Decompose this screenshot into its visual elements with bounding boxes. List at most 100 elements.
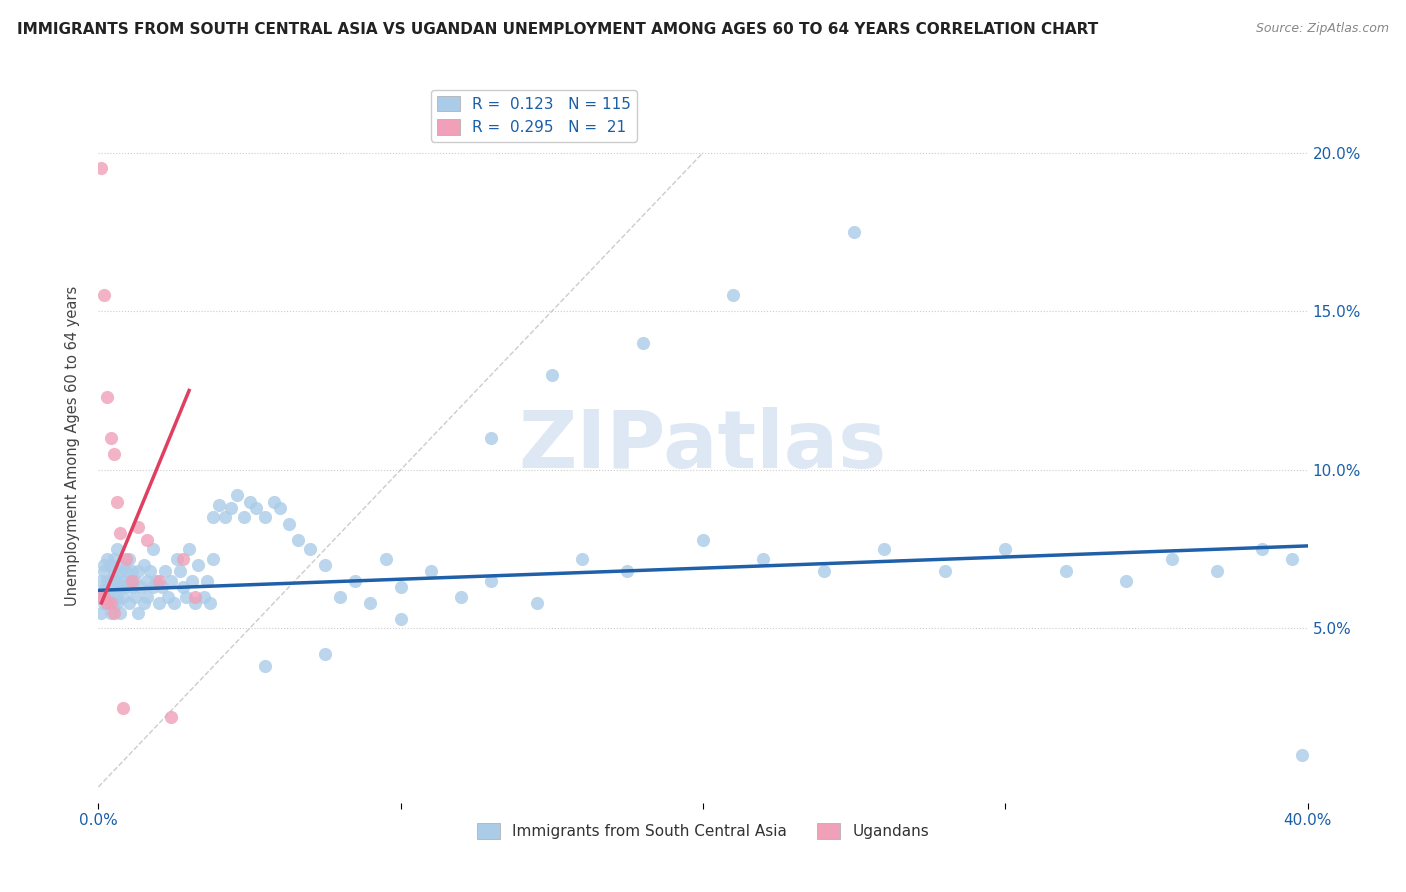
Point xyxy=(723,288,745,302)
Point xyxy=(232,510,254,524)
Point xyxy=(108,580,131,594)
Point xyxy=(100,574,122,588)
Point xyxy=(139,564,162,578)
Point xyxy=(132,596,155,610)
Point xyxy=(96,390,118,404)
Point xyxy=(287,533,309,547)
Point xyxy=(105,542,128,557)
Point xyxy=(934,564,956,578)
Point xyxy=(90,606,112,620)
Point xyxy=(103,606,125,620)
Point xyxy=(118,596,141,610)
Point xyxy=(214,510,236,524)
Point xyxy=(481,431,503,445)
Point xyxy=(450,590,472,604)
Point xyxy=(100,431,122,445)
Legend: Immigrants from South Central Asia, Ugandans: Immigrants from South Central Asia, Ugan… xyxy=(471,817,935,845)
Point xyxy=(105,574,128,588)
Point xyxy=(187,558,209,572)
Point xyxy=(163,596,186,610)
Point xyxy=(132,558,155,572)
Point xyxy=(481,574,503,588)
Point xyxy=(135,590,157,604)
Point xyxy=(96,596,118,610)
Text: ZIPatlas: ZIPatlas xyxy=(519,407,887,485)
Point xyxy=(1251,542,1274,557)
Point xyxy=(142,542,165,557)
Point xyxy=(526,596,548,610)
Point xyxy=(195,574,218,588)
Point xyxy=(299,542,322,557)
Point xyxy=(105,494,128,508)
Point xyxy=(108,606,131,620)
Point xyxy=(873,542,896,557)
Point xyxy=(142,580,165,594)
Point xyxy=(93,564,115,578)
Point xyxy=(692,533,714,547)
Point xyxy=(360,596,382,610)
Point xyxy=(121,564,143,578)
Point xyxy=(156,590,179,604)
Point xyxy=(100,596,122,610)
Point xyxy=(193,590,215,604)
Point xyxy=(153,564,176,578)
Point xyxy=(148,596,170,610)
Point xyxy=(1291,748,1313,763)
Point xyxy=(616,564,638,578)
Point xyxy=(93,288,115,302)
Point xyxy=(1160,551,1182,566)
Point xyxy=(103,596,125,610)
Point xyxy=(160,710,183,724)
Point xyxy=(202,551,225,566)
Point xyxy=(1206,564,1229,578)
Point xyxy=(114,580,136,594)
Point xyxy=(540,368,562,382)
Point xyxy=(108,564,131,578)
Point xyxy=(239,494,262,508)
Y-axis label: Unemployment Among Ages 60 to 64 years: Unemployment Among Ages 60 to 64 years xyxy=(65,285,80,607)
Point xyxy=(253,510,276,524)
Point xyxy=(208,498,231,512)
Point xyxy=(389,580,412,594)
Point xyxy=(269,500,291,515)
Point xyxy=(184,596,207,610)
Point xyxy=(844,225,866,239)
Point xyxy=(172,551,194,566)
Point xyxy=(172,580,194,594)
Point xyxy=(202,510,225,524)
Point xyxy=(277,516,299,531)
Point xyxy=(111,558,134,572)
Point xyxy=(127,606,149,620)
Point xyxy=(631,335,654,350)
Point xyxy=(111,700,134,714)
Point xyxy=(135,533,157,547)
Point xyxy=(571,551,593,566)
Point xyxy=(145,574,167,588)
Point xyxy=(96,574,118,588)
Point xyxy=(100,590,122,604)
Point xyxy=(103,574,125,588)
Point xyxy=(169,564,191,578)
Point xyxy=(420,564,443,578)
Point xyxy=(105,590,128,604)
Point xyxy=(221,500,243,515)
Point xyxy=(1115,574,1137,588)
Point xyxy=(314,647,336,661)
Point xyxy=(150,580,173,594)
Point xyxy=(374,551,396,566)
Point xyxy=(135,574,157,588)
Point xyxy=(1281,551,1303,566)
Point xyxy=(114,551,136,566)
Point xyxy=(752,551,775,566)
Point xyxy=(179,542,201,557)
Point xyxy=(124,574,146,588)
Point xyxy=(105,596,128,610)
Point xyxy=(389,612,412,626)
Text: IMMIGRANTS FROM SOUTH CENTRAL ASIA VS UGANDAN UNEMPLOYMENT AMONG AGES 60 TO 64 Y: IMMIGRANTS FROM SOUTH CENTRAL ASIA VS UG… xyxy=(17,22,1098,37)
Point xyxy=(111,574,134,588)
Point xyxy=(174,590,197,604)
Point xyxy=(111,590,134,604)
Point xyxy=(1054,564,1077,578)
Point xyxy=(90,574,112,588)
Point xyxy=(90,161,112,176)
